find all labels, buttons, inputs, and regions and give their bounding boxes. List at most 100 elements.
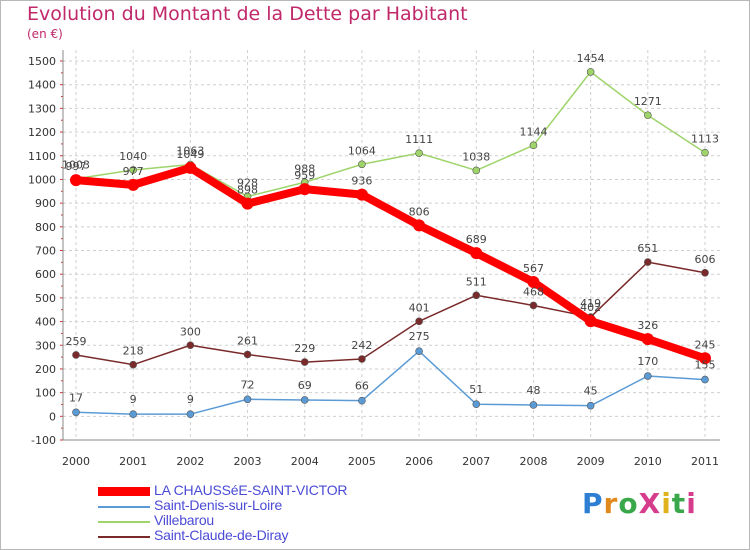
series-point-0 (699, 352, 711, 365)
y-tick-label: 400 (35, 316, 56, 329)
series-point-0 (184, 161, 197, 174)
data-label: 9 (187, 393, 194, 406)
data-label: 218 (123, 345, 144, 358)
data-label: 9 (130, 393, 137, 406)
axes: -100 0 100 200 300 400 500 600 700 800 900 1000 1100… (28, 50, 720, 468)
data-label: 401 (409, 301, 430, 314)
series-point-0 (355, 188, 368, 201)
data-label: 402 (580, 301, 601, 314)
data-label: 170 (637, 355, 658, 368)
y-tick-label: 1400 (28, 79, 56, 92)
data-label: 959 (294, 169, 315, 182)
series-point-1 (129, 410, 137, 418)
x-tick-label: 2010 (634, 455, 662, 468)
series-point-3 (358, 355, 366, 363)
data-label: 997 (66, 160, 87, 173)
data-label: 155 (695, 359, 716, 372)
legend-label: Saint-Denis-sur-Loire (154, 497, 283, 513)
series-point-1 (644, 372, 652, 380)
y-tick-label: 1300 (28, 102, 56, 115)
data-label: 468 (523, 285, 544, 298)
series-line-3 (75, 261, 706, 366)
y-tick-label: 0 (49, 410, 56, 423)
legend-swatch (98, 521, 150, 523)
data-label: 606 (695, 253, 716, 266)
legend-item: Saint-Denis-sur-Loire (98, 497, 398, 515)
series-point-0 (298, 183, 311, 196)
y-tick-label: 1100 (28, 150, 56, 163)
data-label: 45 (584, 385, 598, 398)
y-tick-label: 700 (35, 245, 56, 258)
series-point-3 (415, 317, 423, 326)
data-label: 419 (580, 297, 601, 310)
series-point-1 (415, 347, 423, 355)
y-tick-label: 500 (35, 292, 56, 305)
data-label: 1271 (634, 95, 662, 108)
series-point-3 (186, 341, 195, 350)
series-point-3 (701, 268, 709, 277)
data-label: 51 (469, 383, 483, 396)
proxiti-logo: ProXiti (582, 487, 697, 520)
series-point-1 (72, 408, 80, 417)
series-point-0 (470, 247, 483, 260)
data-label: 326 (637, 319, 658, 332)
data-label: 1144 (519, 125, 547, 138)
chart-title: Evolution du Montant de la Dette par Hab… (27, 3, 468, 25)
x-tick-label: 2008 (519, 455, 547, 468)
x-tick-label: 2009 (577, 455, 605, 468)
data-label: 1038 (462, 150, 490, 163)
data-label: 229 (294, 342, 315, 355)
data-label: 651 (637, 242, 658, 255)
y-tick-label: 1200 (28, 126, 56, 139)
series-point-3 (300, 358, 309, 366)
series-point-0 (127, 178, 140, 191)
data-label: 1049 (176, 148, 204, 161)
series-point-0 (641, 333, 654, 346)
legend-item: LA CHAUSSéE-SAINT-VICTOR (98, 482, 398, 500)
data-label: 1111 (405, 133, 433, 146)
data-label: 1454 (577, 52, 605, 65)
legend-label: Saint-Claude-de-Diray (154, 527, 289, 543)
legend-label: Villebarou (154, 512, 215, 528)
grid (63, 50, 720, 441)
series-point-1 (300, 396, 309, 404)
series-point-0 (584, 315, 597, 328)
series-point-2 (358, 160, 366, 169)
series-point-2 (586, 68, 595, 76)
data-label: 66 (355, 380, 369, 393)
series-point-1 (186, 410, 195, 418)
series-point-0 (527, 276, 540, 289)
data-label: 988 (294, 162, 315, 175)
x-tick-label: 2002 (176, 455, 204, 468)
legend-item: Saint-Claude-de-Diray (98, 527, 398, 545)
series-point-2 (415, 149, 423, 157)
y-tick-label: 200 (35, 363, 56, 376)
data-label: 1063 (176, 145, 204, 158)
y-tick-label: 100 (35, 387, 56, 400)
x-tick-label: 2005 (348, 455, 376, 468)
series-point-1 (472, 400, 481, 409)
logo-letter: X (638, 487, 662, 520)
data-label: 898 (237, 184, 258, 197)
data-label: 928 (237, 176, 258, 189)
y-tick-label: 1000 (28, 173, 56, 186)
series-point-3 (72, 351, 80, 359)
x-tick-label: 2000 (62, 455, 90, 468)
series-point-3 (129, 360, 137, 369)
logo-letter: i (661, 487, 672, 520)
series-line-2 (75, 71, 706, 198)
legend-swatch (98, 536, 150, 538)
series (70, 68, 711, 418)
data-label: 69 (298, 379, 312, 392)
data-label: 806 (409, 205, 430, 218)
series-point-3 (472, 291, 481, 300)
unit-label: (en €) (27, 27, 63, 41)
series-point-0 (70, 174, 82, 187)
series-point-2 (472, 166, 481, 175)
legend-label: LA CHAUSSéE-SAINT-VICTOR (154, 482, 348, 498)
series-point-1 (701, 375, 709, 384)
data-labels: 997 977 1049 898 959 936 806 689 567 402 326 245 17 9… (62, 52, 719, 406)
series-point-1 (358, 396, 366, 405)
